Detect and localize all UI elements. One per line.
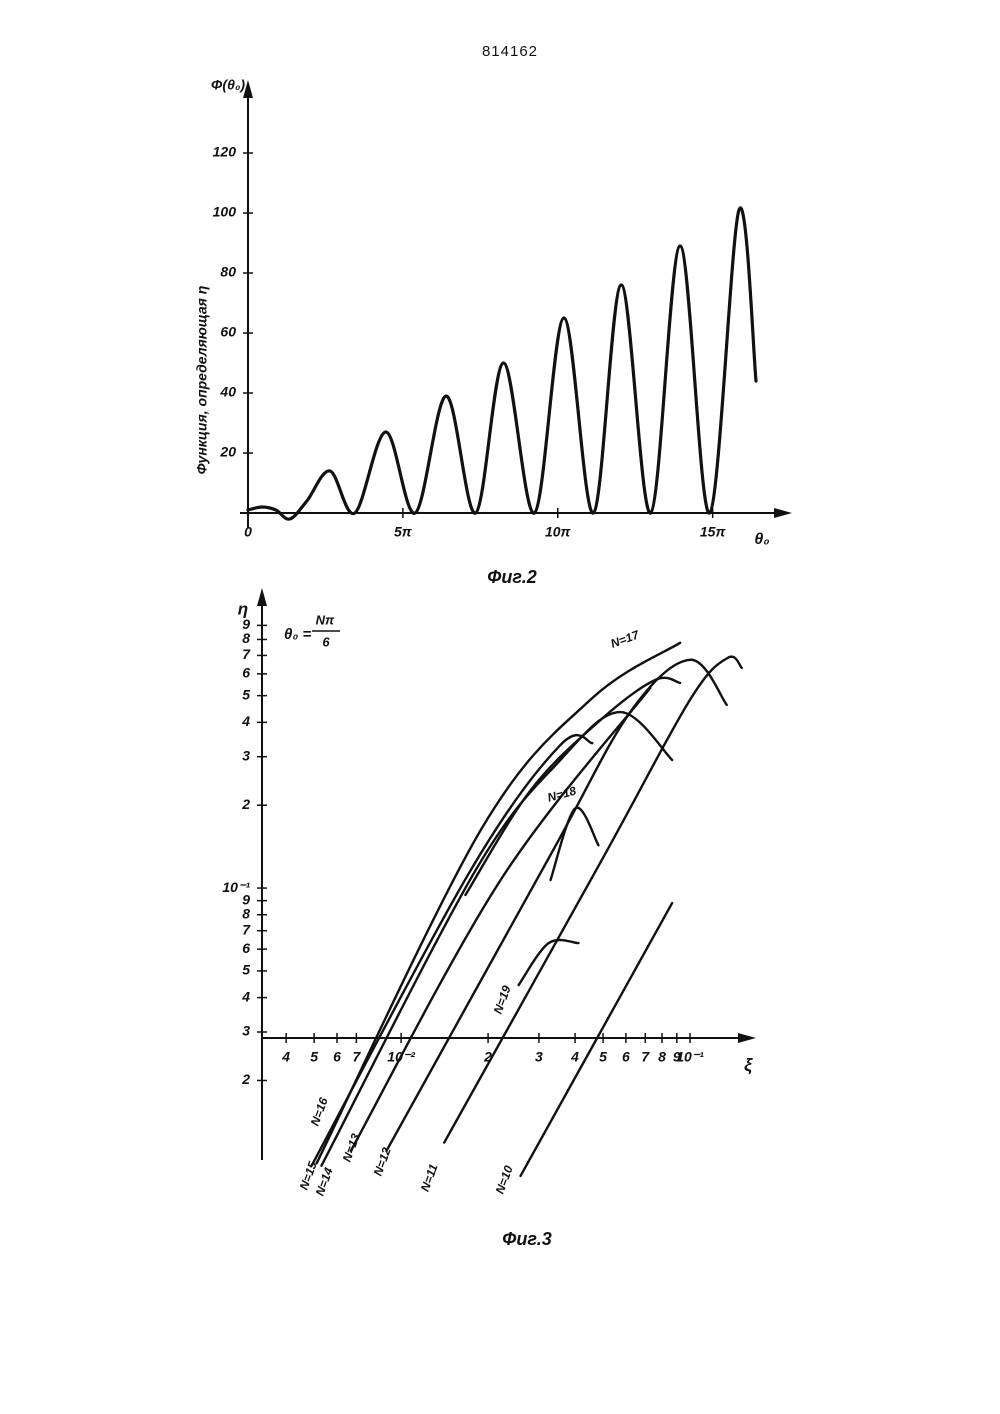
x-tick-label: 4 <box>570 1049 579 1065</box>
y-tick-label: 7 <box>242 921 251 937</box>
x-axis-label: ξ <box>744 1055 753 1076</box>
y-axis-title: Функция, определяющая η <box>194 286 210 475</box>
y-tick-label: 8 <box>242 630 250 646</box>
x-tick-label: 5π <box>394 524 413 540</box>
figure-caption: Фиг.3 <box>502 1229 551 1249</box>
y-tick-label: 6 <box>242 665 250 681</box>
annotation: Nπ <box>316 612 335 627</box>
annotation: θ₀ = <box>284 626 311 643</box>
background <box>0 0 1000 1414</box>
y-tick-label: 6 <box>242 940 250 956</box>
y-tick-label: 100 <box>213 204 237 220</box>
y-tick-label: 3 <box>242 747 250 763</box>
y-axis-label: Φ(θ₀) <box>211 77 246 93</box>
y-tick-label: 60 <box>220 324 236 340</box>
x-tick-label: 7 <box>641 1049 650 1065</box>
patent-page: 814162 Φ(θ₀) Функция, определяющая η θ₀ … <box>0 0 1000 1414</box>
y-tick-label: 5 <box>242 686 250 702</box>
x-tick-label: 10⁻¹ <box>676 1049 704 1065</box>
y-tick-label: 3 <box>242 1023 250 1039</box>
y-tick-label: 5 <box>242 962 250 978</box>
x-tick-label: 3 <box>535 1049 543 1065</box>
y-tick-label: 8 <box>242 905 250 921</box>
x-tick-label: 8 <box>658 1049 666 1065</box>
x-tick-label: 7 <box>352 1049 361 1065</box>
y-tick-label: 2 <box>241 796 250 812</box>
y-tick-label: 2 <box>241 1071 250 1087</box>
x-axis-label: θ₀ <box>754 531 769 548</box>
y-tick-label: 120 <box>213 144 237 160</box>
x-tick-label: 6 <box>622 1049 630 1065</box>
x-tick-label: 10π <box>545 524 572 540</box>
x-tick-label: 4 <box>281 1049 290 1065</box>
y-tick-label: 9 <box>242 616 250 632</box>
y-tick-label: 4 <box>241 713 250 729</box>
x-tick-label: 0 <box>244 524 252 540</box>
y-tick-label: 10⁻¹ <box>222 879 250 895</box>
x-tick-label: 5 <box>310 1049 318 1065</box>
y-tick-label: 20 <box>219 444 236 460</box>
figure-caption: Фиг.2 <box>487 567 536 587</box>
y-tick-label: 80 <box>220 264 236 280</box>
x-tick-label: 5 <box>599 1049 607 1065</box>
x-tick-label: 15π <box>700 524 727 540</box>
y-tick-label: 4 <box>241 988 250 1004</box>
page-number: 814162 <box>482 43 538 60</box>
y-tick-label: 40 <box>219 384 236 400</box>
y-tick-label: 7 <box>242 646 251 662</box>
annotation: 6 <box>322 634 330 649</box>
x-tick-label: 6 <box>333 1049 341 1065</box>
